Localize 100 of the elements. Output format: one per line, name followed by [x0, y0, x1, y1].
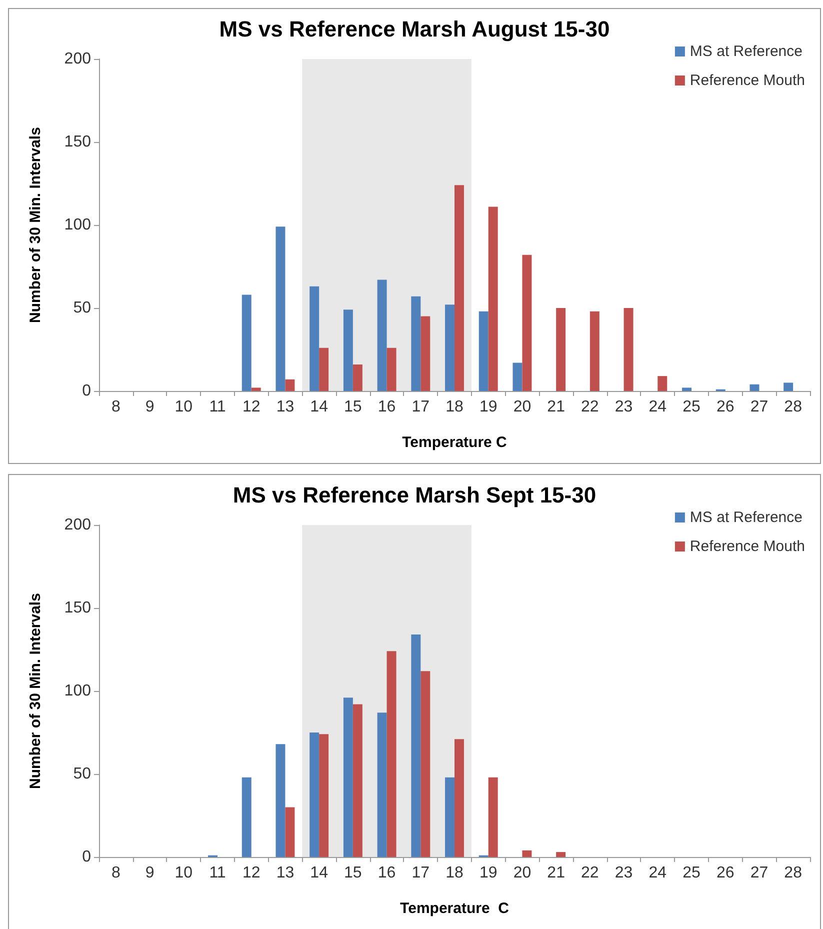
- x-axis-title: Temperature C: [402, 434, 508, 451]
- bar: [682, 388, 692, 391]
- bar: [242, 294, 252, 391]
- legend-label: Reference Mouth: [690, 538, 806, 555]
- bar: [310, 732, 320, 857]
- x-tick-label: 18: [446, 398, 464, 416]
- x-tick-label: 19: [479, 864, 498, 882]
- bar: [488, 777, 498, 857]
- x-tick-label: 24: [648, 864, 667, 882]
- x-tick-label: 27: [750, 864, 768, 882]
- x-tick-label: 22: [581, 398, 599, 416]
- y-axis-title: Number of 30 Min. Intervals: [27, 127, 44, 323]
- bar: [343, 310, 353, 391]
- y-tick-label: 150: [64, 134, 92, 150]
- bar: [454, 739, 464, 857]
- y-axis-title: Number of 30 Min. Intervals: [27, 593, 44, 789]
- bar: [377, 280, 387, 391]
- x-tick-label: 21: [547, 864, 566, 882]
- x-tick-label: 23: [614, 864, 633, 882]
- y-tick-label: 0: [82, 848, 92, 866]
- y-tick-label: 100: [64, 682, 92, 700]
- bar: [352, 704, 362, 857]
- x-tick-label: 25: [682, 864, 700, 882]
- bar: [352, 364, 362, 391]
- bar: [590, 311, 600, 391]
- x-tick-label: 27: [750, 398, 768, 416]
- x-tick-label: 11: [209, 864, 226, 882]
- x-tick-label: 23: [614, 398, 633, 416]
- x-axis-title: Temperature C: [400, 900, 510, 917]
- bar: [285, 807, 295, 857]
- bar: [343, 698, 353, 857]
- bar: [556, 308, 566, 391]
- legend-label: Reference Mouth: [690, 72, 806, 89]
- x-tick-label: 25: [682, 398, 700, 416]
- bar: [522, 850, 532, 857]
- bar: [488, 206, 498, 391]
- x-tick-label: 11: [209, 398, 226, 416]
- bar: [319, 348, 329, 391]
- x-tick-label: 15: [344, 864, 362, 882]
- x-tick-label: 20: [513, 398, 532, 416]
- bar: [411, 634, 421, 857]
- x-tick-label: 28: [784, 398, 802, 416]
- bar: [784, 382, 794, 391]
- x-tick-label: 16: [378, 864, 396, 882]
- bar: [276, 226, 286, 391]
- bar: [445, 304, 454, 391]
- x-tick-label: 20: [513, 864, 532, 882]
- bar: [386, 651, 396, 857]
- bar: [658, 376, 668, 391]
- x-tick-label: 10: [174, 864, 193, 882]
- bar: [276, 744, 286, 857]
- x-tick-label: 24: [648, 398, 667, 416]
- bar: [310, 286, 320, 391]
- x-tick-label: 14: [310, 864, 328, 882]
- bar: [512, 362, 522, 391]
- y-tick-label: 200: [64, 50, 92, 68]
- bar: [454, 185, 464, 391]
- x-tick-label: 12: [242, 398, 260, 416]
- bar: [377, 712, 387, 857]
- bar: [750, 384, 760, 391]
- bar: [624, 308, 634, 391]
- y-tick-label: 50: [73, 766, 92, 782]
- bar: [420, 316, 430, 391]
- x-tick-label: 8: [111, 398, 120, 416]
- x-tick-label: 9: [145, 864, 154, 882]
- x-tick-label: 10: [174, 398, 193, 416]
- x-tick-label: 28: [784, 864, 802, 882]
- x-tick-label: 9: [145, 398, 154, 416]
- x-tick-label: 21: [547, 398, 566, 416]
- x-tick-label: 19: [479, 398, 498, 416]
- x-tick-label: 22: [581, 864, 599, 882]
- bar: [242, 777, 252, 857]
- y-tick-label: 50: [73, 300, 92, 316]
- x-tick-label: 8: [111, 864, 120, 882]
- bar: [445, 777, 454, 857]
- x-tick-label: 26: [716, 864, 734, 882]
- bar: [411, 296, 421, 391]
- bar: [319, 734, 329, 857]
- bar: [251, 388, 261, 391]
- chart-title: MS vs Reference Marsh August 15-30: [219, 16, 610, 42]
- bar: [285, 379, 295, 391]
- chart-title: MS vs Reference Marsh Sept 15-30: [232, 482, 596, 508]
- x-tick-label: 14: [310, 398, 328, 416]
- bar: [556, 852, 566, 857]
- x-tick-label: 17: [412, 864, 430, 882]
- bar: [420, 671, 430, 857]
- bar: [386, 348, 396, 391]
- bar: [522, 254, 532, 391]
- y-tick-label: 150: [64, 600, 92, 616]
- y-tick-label: 100: [64, 216, 92, 234]
- x-tick-label: 12: [242, 864, 260, 882]
- y-tick-label: 200: [64, 516, 92, 534]
- x-tick-label: 26: [716, 398, 734, 416]
- x-tick-label: 15: [344, 398, 362, 416]
- bar: [478, 311, 488, 391]
- x-tick-label: 18: [446, 864, 464, 882]
- y-tick-label: 0: [82, 382, 92, 400]
- legend-label: MS at Reference: [690, 509, 802, 526]
- x-tick-label: 13: [276, 864, 294, 882]
- x-tick-label: 17: [412, 398, 430, 416]
